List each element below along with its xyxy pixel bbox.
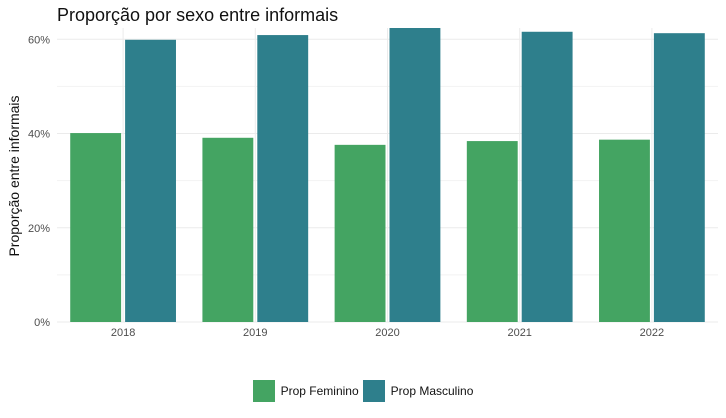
- chart-title: Proporção por sexo entre informais: [57, 5, 339, 25]
- x-tick-label: 2019: [243, 327, 267, 339]
- bar-prop-feminino-2020[interactable]: [334, 144, 386, 322]
- bar-prop-masculino-2021[interactable]: [521, 31, 573, 323]
- chart-plot: 0% 20% 40% 60% 2018 2019 2020 2021 2022 Proporç…: [6, 28, 718, 339]
- x-axis-ticks: 2018 2019 2020 2021 2022: [111, 327, 664, 339]
- bar-prop-feminino-2021[interactable]: [466, 141, 518, 322]
- bar-prop-masculino-2018[interactable]: [125, 39, 176, 323]
- legend-swatch-masculino: [362, 380, 385, 402]
- legend-item-feminino[interactable]: Prop Feminino: [252, 380, 359, 402]
- bar-prop-masculino-2020[interactable]: [389, 28, 441, 322]
- legend-label-feminino: Prop Feminino: [280, 384, 359, 398]
- bar-prop-masculino-2019[interactable]: [257, 35, 309, 322]
- bars: [70, 28, 705, 323]
- legend-label-masculino: Prop Masculino: [390, 384, 474, 398]
- y-axis-ticks: 0% 20% 40% 60%: [28, 34, 50, 329]
- bar-prop-feminino-2019[interactable]: [202, 137, 254, 322]
- legend: Prop Feminino Prop Masculino: [0, 380, 726, 402]
- bar-prop-feminino-2022[interactable]: [599, 139, 650, 322]
- bar-prop-feminino-2018[interactable]: [70, 133, 122, 322]
- y-tick-label: 20%: [28, 223, 50, 235]
- y-tick-label: 0%: [34, 317, 50, 329]
- x-tick-label: 2020: [375, 327, 399, 339]
- y-tick-label: 40%: [28, 129, 50, 141]
- x-tick-label: 2022: [640, 327, 664, 339]
- legend-item-masculino[interactable]: Prop Masculino: [362, 380, 474, 402]
- x-tick-label: 2018: [111, 327, 135, 339]
- y-axis-title: Proporção entre informais: [6, 95, 22, 256]
- y-tick-label: 60%: [28, 34, 50, 46]
- legend-swatch-feminino: [252, 380, 275, 402]
- x-tick-label: 2021: [507, 327, 531, 339]
- bar-prop-masculino-2022[interactable]: [653, 33, 705, 323]
